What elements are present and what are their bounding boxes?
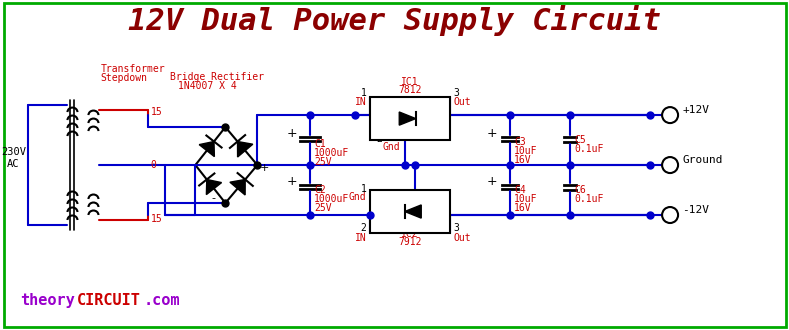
Text: IN: IN bbox=[354, 97, 366, 107]
Polygon shape bbox=[199, 142, 215, 157]
Text: -12V: -12V bbox=[682, 205, 709, 215]
Text: 1000uF: 1000uF bbox=[314, 148, 350, 158]
Polygon shape bbox=[237, 142, 252, 157]
Text: 15: 15 bbox=[151, 107, 163, 117]
Polygon shape bbox=[207, 180, 222, 195]
Text: +: + bbox=[487, 127, 498, 140]
Text: 2: 2 bbox=[376, 134, 382, 144]
Polygon shape bbox=[399, 112, 416, 125]
Polygon shape bbox=[230, 180, 245, 195]
Text: +: + bbox=[487, 175, 498, 188]
Text: C6: C6 bbox=[574, 185, 586, 195]
Text: IN: IN bbox=[354, 233, 366, 243]
Text: 0.1uF: 0.1uF bbox=[574, 144, 604, 154]
Text: 15: 15 bbox=[151, 214, 163, 224]
Text: C1: C1 bbox=[314, 139, 326, 149]
Polygon shape bbox=[405, 205, 421, 218]
Text: 2: 2 bbox=[361, 223, 366, 233]
Text: IC1: IC1 bbox=[402, 77, 419, 87]
Text: 16V: 16V bbox=[514, 155, 532, 165]
Text: Stepdown: Stepdown bbox=[100, 73, 148, 83]
Bar bbox=[370, 190, 451, 233]
Text: C2: C2 bbox=[314, 185, 326, 195]
Text: 1N4007 X 4: 1N4007 X 4 bbox=[178, 81, 237, 91]
Text: Gnd: Gnd bbox=[382, 142, 400, 152]
Text: 1: 1 bbox=[361, 88, 366, 98]
Text: 10uF: 10uF bbox=[514, 194, 537, 204]
Text: Ground: Ground bbox=[682, 155, 723, 165]
Text: 7912: 7912 bbox=[398, 237, 422, 247]
Text: -: - bbox=[211, 193, 215, 203]
Text: 230V: 230V bbox=[1, 147, 26, 157]
Text: .com: .com bbox=[144, 293, 180, 308]
Text: Out: Out bbox=[453, 233, 471, 243]
Text: +: + bbox=[287, 175, 297, 188]
Text: 0.1uF: 0.1uF bbox=[574, 194, 604, 204]
Text: C5: C5 bbox=[574, 135, 586, 145]
Text: +: + bbox=[287, 127, 297, 140]
Text: C3: C3 bbox=[514, 137, 526, 147]
Text: IC2: IC2 bbox=[402, 229, 419, 239]
Text: 7812: 7812 bbox=[398, 85, 422, 95]
Text: Gnd: Gnd bbox=[349, 192, 366, 202]
Text: 1000uF: 1000uF bbox=[314, 194, 350, 204]
Text: 12V Dual Power Supply Circuit: 12V Dual Power Supply Circuit bbox=[128, 5, 660, 36]
Text: C4: C4 bbox=[514, 185, 526, 195]
Text: 25V: 25V bbox=[314, 157, 332, 167]
Text: 0: 0 bbox=[151, 160, 156, 170]
Text: 3: 3 bbox=[453, 223, 459, 233]
Text: 25V: 25V bbox=[314, 203, 332, 213]
Text: 10uF: 10uF bbox=[514, 146, 537, 156]
Text: 1: 1 bbox=[361, 184, 366, 194]
Text: theory: theory bbox=[21, 293, 75, 308]
Text: 16V: 16V bbox=[514, 203, 532, 213]
Text: +12V: +12V bbox=[682, 105, 709, 115]
Text: 3: 3 bbox=[453, 88, 459, 98]
Text: AC: AC bbox=[7, 159, 20, 169]
Bar bbox=[370, 97, 451, 140]
Text: Bridge Rectifier: Bridge Rectifier bbox=[170, 72, 264, 82]
Text: Transformer: Transformer bbox=[100, 64, 165, 74]
Text: Out: Out bbox=[453, 97, 471, 107]
Text: +: + bbox=[260, 163, 269, 173]
Text: CIRCUIT: CIRCUIT bbox=[77, 293, 140, 308]
